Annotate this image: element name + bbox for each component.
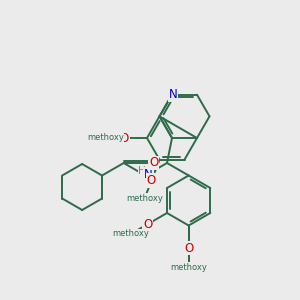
Text: O: O [184, 242, 193, 254]
Text: O: O [149, 157, 158, 169]
Text: N: N [144, 168, 153, 181]
Text: methoxy: methoxy [126, 194, 163, 203]
Text: H: H [139, 166, 146, 176]
Text: O: O [120, 131, 129, 145]
Text: O: O [143, 218, 152, 231]
Text: methoxy: methoxy [170, 262, 207, 272]
Text: O: O [147, 174, 156, 187]
Text: N: N [169, 88, 177, 101]
Text: methoxy: methoxy [87, 134, 124, 142]
Text: methoxy: methoxy [112, 229, 149, 238]
